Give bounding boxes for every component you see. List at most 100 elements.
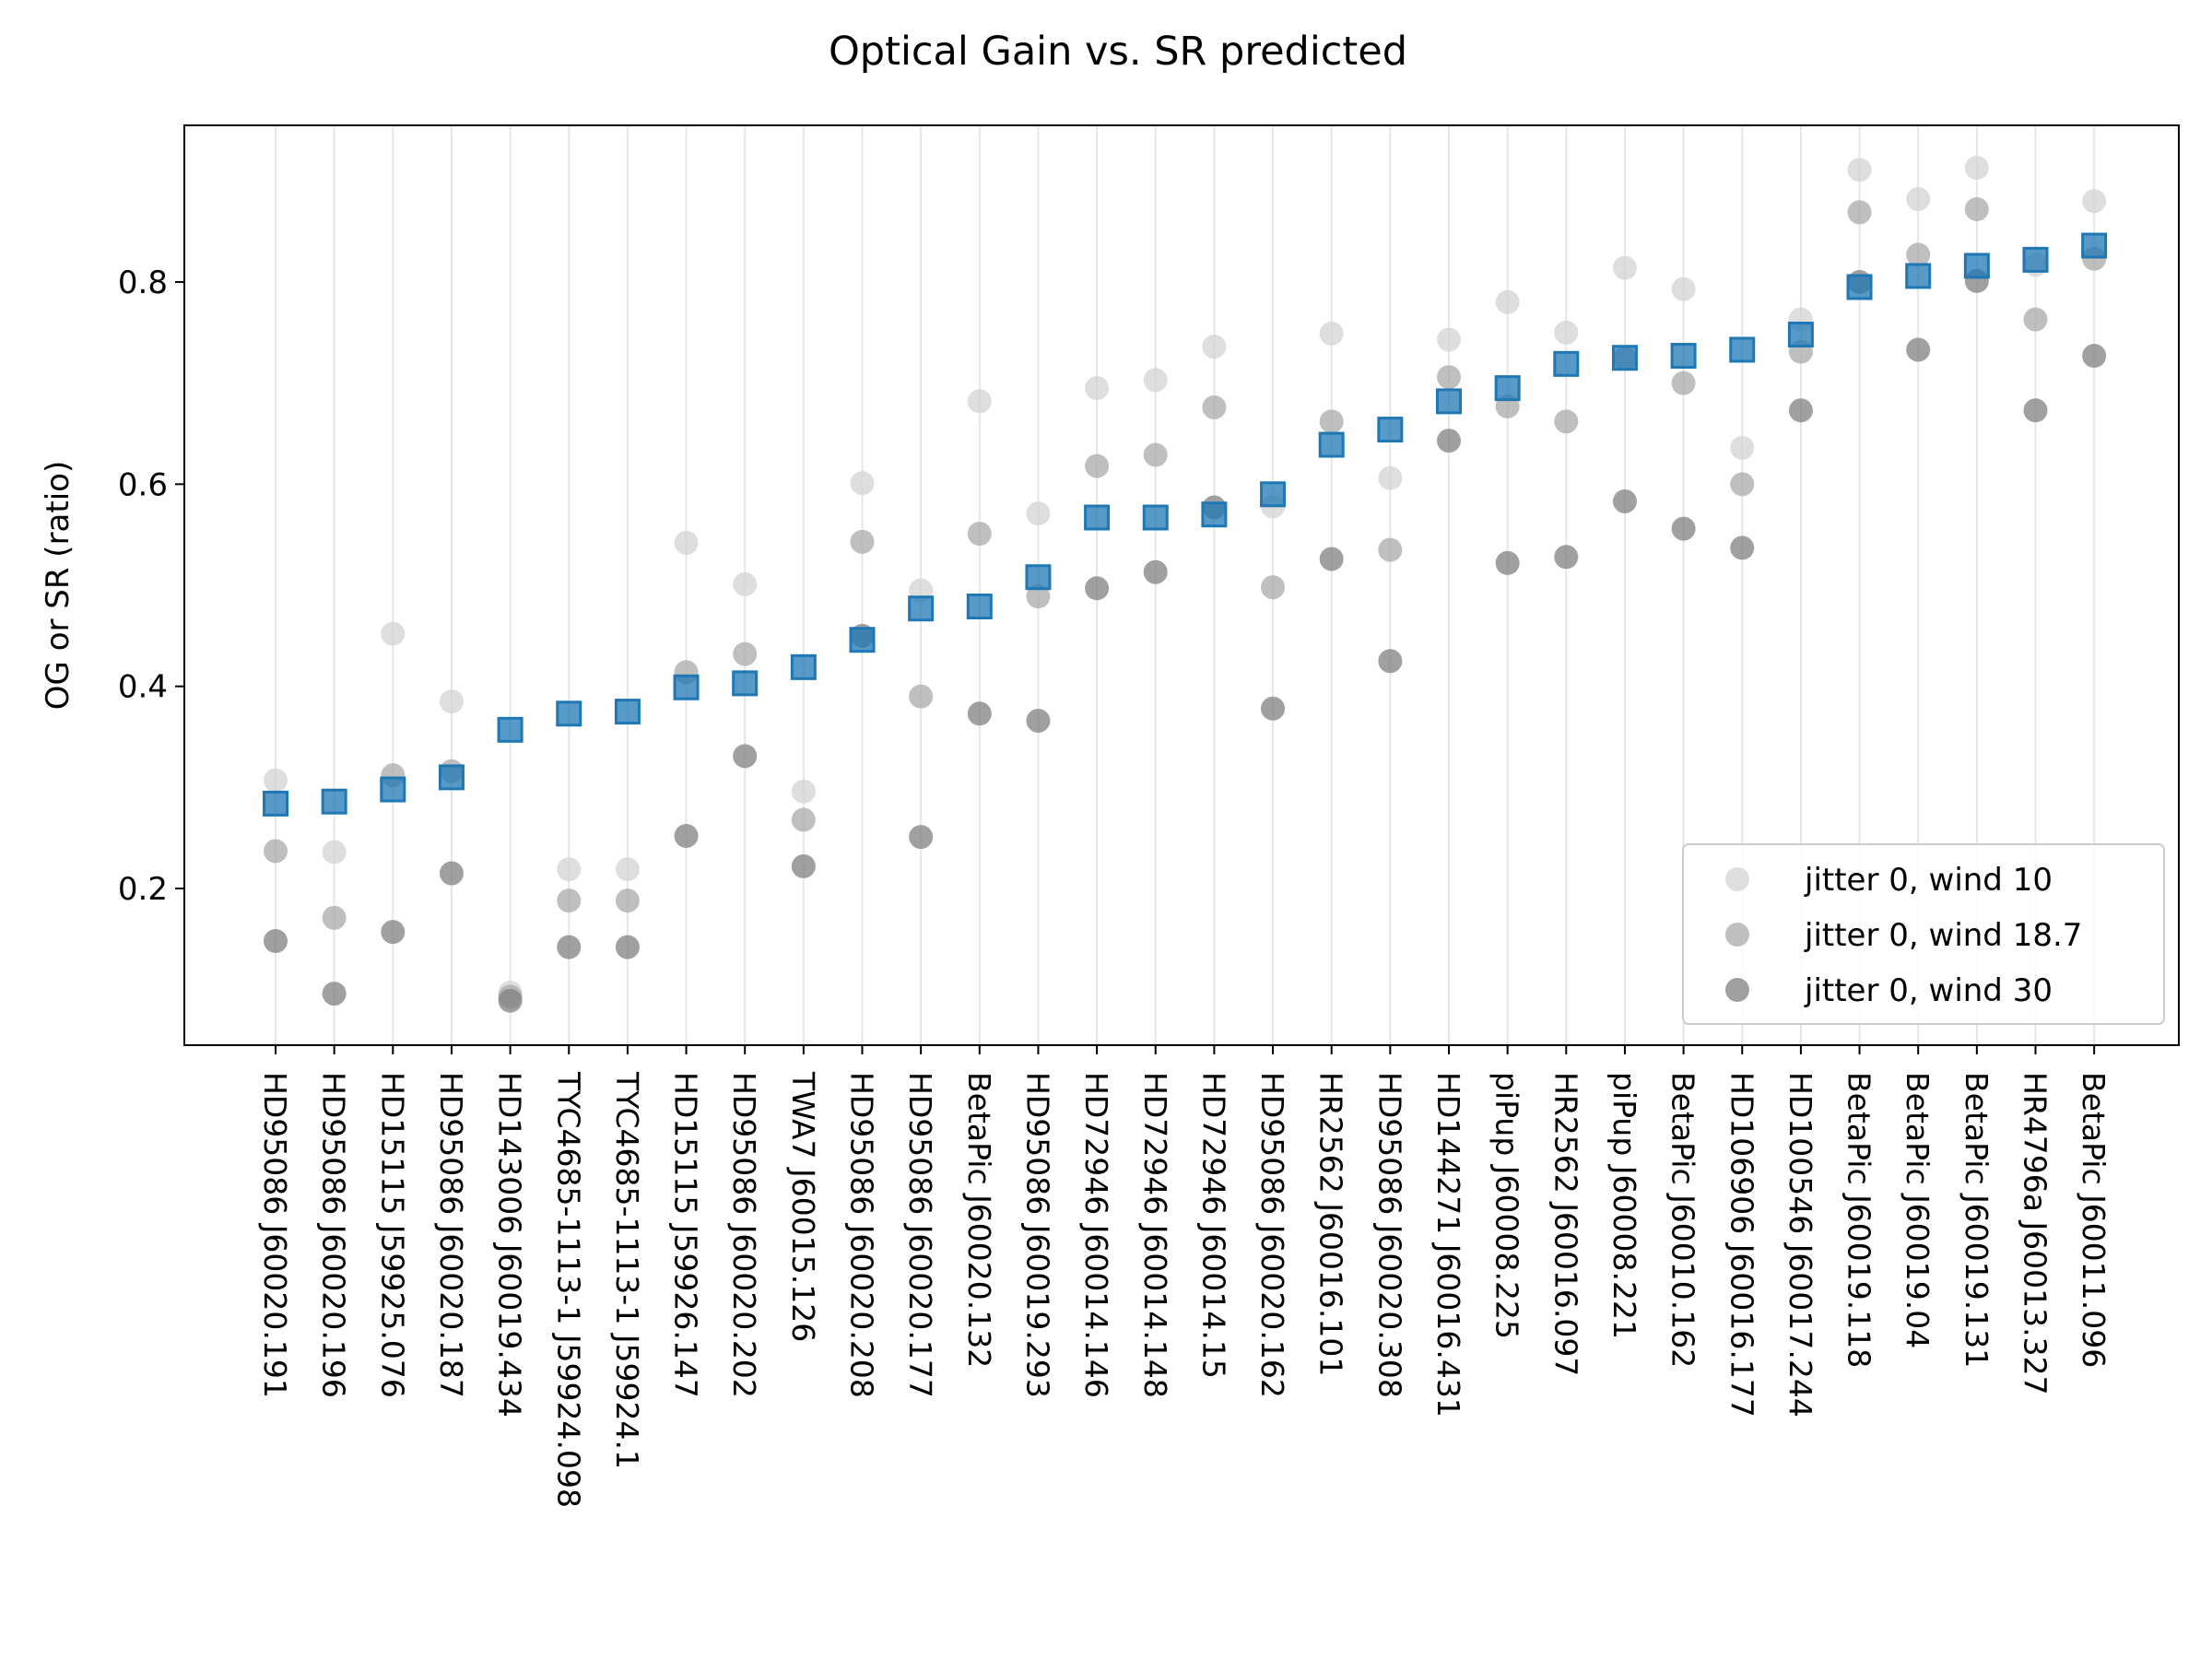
data-point [1730, 435, 1755, 460]
legend-label: jitter 0, wind 10 [1804, 862, 2053, 899]
data-point [381, 920, 406, 945]
data-point [1671, 516, 1696, 541]
data-point [2082, 344, 2107, 369]
data-point [733, 744, 758, 769]
data-point [2023, 398, 2048, 423]
data-point [1554, 545, 1579, 570]
x-tick-label: HD144271 J60016.431 [1430, 1072, 1466, 1418]
legend-marker [1725, 867, 1749, 891]
data-point [1437, 429, 1461, 453]
data-point-sr [321, 788, 347, 815]
data-point-sr [438, 764, 465, 791]
data-point [1143, 368, 1168, 393]
data-point-sr [849, 627, 876, 653]
x-tick-label: piPup J60008.225 [1489, 1072, 1525, 1339]
x-tick-label: HD143006 J60019.434 [492, 1072, 528, 1418]
x-tick-label: HD95086 J60020.202 [726, 1072, 762, 1398]
x-tick-label: HD95086 J60020.208 [844, 1072, 880, 1398]
data-point [791, 779, 816, 804]
data-point [791, 853, 816, 878]
x-tick-label: HR2562 J60016.101 [1313, 1072, 1349, 1376]
data-point [1319, 409, 1344, 434]
data-point [1378, 649, 1403, 674]
data-point-sr [1084, 504, 1111, 531]
data-point [1378, 537, 1403, 562]
legend-label: jitter 0, wind 18.7 [1804, 917, 2082, 954]
data-point [1319, 547, 1344, 571]
data-point-sr [790, 653, 817, 680]
data-point [850, 529, 875, 554]
data-point-sr [1787, 322, 1814, 348]
x-tick-label: HD15115 J59925.076 [374, 1072, 410, 1398]
data-point [1026, 708, 1051, 733]
x-tick-label: BetaPic J60019.118 [1841, 1072, 1877, 1368]
data-point [733, 571, 758, 596]
data-point [381, 621, 406, 646]
data-point [1261, 575, 1286, 600]
data-point [1554, 409, 1579, 434]
data-point [322, 905, 347, 930]
data-point [1085, 376, 1110, 401]
data-point [1495, 550, 1520, 575]
data-point [2082, 189, 2107, 214]
data-point-sr [1553, 350, 1580, 377]
x-tick-label: BetaPic J60010.162 [1665, 1072, 1701, 1368]
x-tick-label: BetaPic J60019.131 [1959, 1072, 1994, 1368]
data-point-sr [1729, 336, 1756, 363]
data-point [557, 888, 582, 913]
x-tick-label: piPup J60008.221 [1606, 1072, 1642, 1339]
data-point [1671, 276, 1696, 301]
legend-frame [1682, 843, 2165, 1025]
x-tick-label: TWA7 J60015.126 [785, 1071, 821, 1342]
data-point [674, 530, 699, 555]
data-point-sr [263, 790, 288, 817]
data-point [967, 522, 992, 547]
y-tick-label: 0.2 [118, 871, 168, 908]
data-point [733, 641, 758, 666]
data-point [498, 988, 523, 1013]
y-tick-label: 0.4 [118, 669, 168, 706]
data-point [439, 689, 464, 714]
data-point [1202, 335, 1227, 359]
data-point [1730, 535, 1755, 560]
x-tick-label: BetaPic J60020.132 [961, 1072, 997, 1368]
data-point [1788, 398, 1813, 423]
data-point-sr [732, 670, 759, 697]
x-tick-label: HD95086 J60020.162 [1254, 1072, 1290, 1398]
data-point-sr [1963, 253, 1990, 279]
x-tick-label: HR4796a J60013.327 [2018, 1072, 2053, 1395]
data-point [967, 701, 992, 726]
data-point-sr [1260, 481, 1287, 508]
data-point [615, 857, 640, 882]
data-point [1378, 465, 1403, 490]
data-point-sr [673, 674, 700, 700]
data-point [909, 825, 934, 850]
data-point [439, 861, 464, 886]
x-axis: HD95086 J60020.191 HD95086 J60020.196 HD15… [257, 1045, 2112, 1508]
data-point [1495, 289, 1520, 314]
x-tick-label: HD72946 J60014.15 [1195, 1072, 1231, 1379]
data-point [264, 768, 288, 793]
data-point [1554, 320, 1579, 345]
legend-marker [1725, 978, 1749, 1002]
y-axis-label: OG or SR (ratio) [40, 461, 76, 710]
x-tick-label: HD106906 J60016.177 [1724, 1072, 1759, 1418]
x-tick-label: HD95086 J60020.196 [316, 1072, 352, 1398]
y-tick-label: 0.6 [118, 466, 168, 503]
data-point [322, 982, 347, 1006]
y-axis: 0.2 0.4 0.6 0.8 [118, 265, 184, 908]
data-point-sr [2022, 246, 2049, 273]
data-point [1906, 242, 1931, 267]
data-point [1906, 187, 1931, 212]
data-point-sr [1670, 343, 1697, 370]
x-tick-label: HD95086 J60020.177 [902, 1072, 938, 1398]
data-point [1964, 197, 1989, 222]
data-point [1085, 576, 1110, 601]
data-point [1085, 453, 1110, 478]
data-point [1847, 158, 1872, 182]
data-point-sr [1611, 345, 1638, 371]
data-point-sr [1025, 564, 1052, 591]
data-point [909, 684, 934, 709]
